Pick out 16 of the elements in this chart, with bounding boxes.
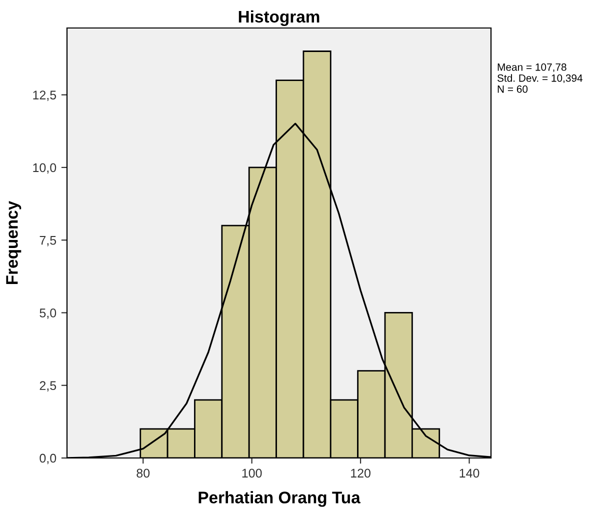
text: Mean = 107,78 <box>498 63 566 72</box>
text: Std. Dev. = 10,394 <box>497 74 582 84</box>
y-tick-label: 5,0 <box>40 308 56 319</box>
y-tick-label: 0,0 <box>40 454 56 464</box>
x-tick-label: 80 <box>136 468 150 478</box>
y-tick-label: 12,5 <box>33 90 56 101</box>
x-tick-label: 140 <box>460 468 480 478</box>
y-tick-label: 10,0 <box>33 163 56 174</box>
text: N = 60 <box>498 85 528 93</box>
y-axis-title: Frequency <box>6 200 22 284</box>
y-tick-label: 7,5 <box>40 236 56 246</box>
chart-title: Histogram <box>238 10 320 26</box>
x-tick-label: 120 <box>351 468 370 478</box>
x-axis-title: Perhatian Orang Tua <box>198 491 360 507</box>
y-tick-label: 2,5 <box>40 381 56 392</box>
x-tick-label: 100 <box>242 468 262 478</box>
